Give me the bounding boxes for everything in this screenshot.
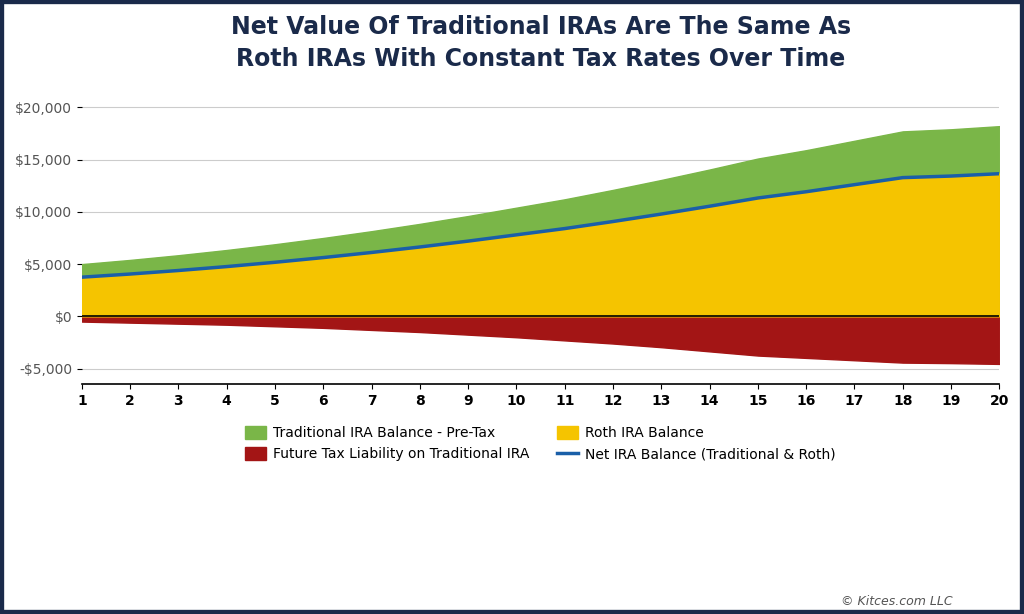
Legend: Traditional IRA Balance - Pre-Tax, Future Tax Liability on Traditional IRA, Roth: Traditional IRA Balance - Pre-Tax, Futur… <box>240 421 842 467</box>
Title: Net Value Of Traditional IRAs Are The Same As
Roth IRAs With Constant Tax Rates : Net Value Of Traditional IRAs Are The Sa… <box>230 15 851 71</box>
Text: © Kitces.com LLC: © Kitces.com LLC <box>841 595 952 608</box>
